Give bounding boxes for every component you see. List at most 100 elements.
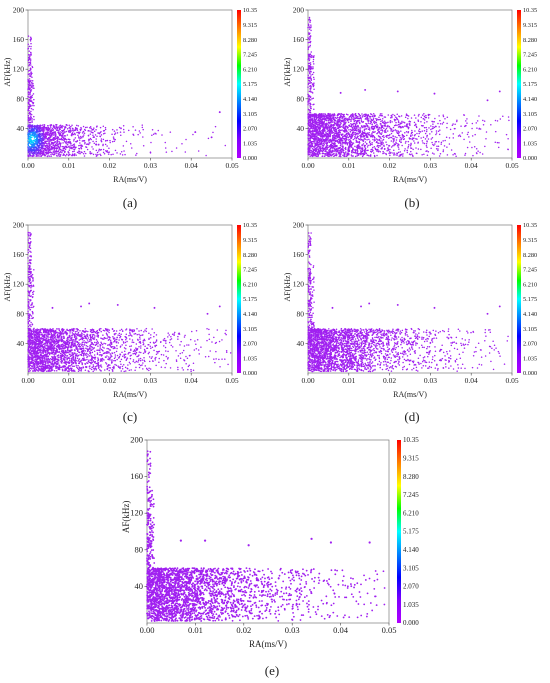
data-point: [326, 147, 328, 149]
data-point: [44, 135, 46, 137]
x-tick-label: 0.03: [144, 161, 157, 170]
colorbar-tick-label: 2.070: [243, 126, 257, 133]
data-point: [73, 154, 76, 157]
data-point: [215, 358, 217, 360]
panel-c: 0.00 0.01 0.02 0.03 0.04 0.054080120160200RA(…: [3, 221, 257, 425]
data-point: [171, 150, 173, 153]
data-point: [413, 140, 415, 142]
data-point: [53, 134, 55, 136]
data-point: [83, 333, 85, 336]
data-point: [322, 117, 324, 120]
data-point: [451, 124, 454, 127]
data-point: [382, 142, 385, 144]
data-point: [347, 118, 349, 120]
data-point: [368, 115, 371, 118]
data-point: [214, 125, 217, 128]
data-point: [46, 144, 48, 147]
data-point: [342, 146, 344, 148]
data-point: [420, 137, 422, 139]
data-point: [69, 141, 71, 143]
data-point: [29, 60, 32, 62]
data-point: [308, 135, 310, 137]
data-point: [71, 144, 73, 147]
data-point: [334, 148, 337, 151]
data-point: [83, 150, 86, 153]
data-point: [227, 363, 229, 366]
data-point: [27, 70, 30, 72]
data-point: [102, 334, 104, 336]
data-point: [310, 103, 312, 106]
data-point: [79, 152, 81, 155]
data-point: [361, 113, 363, 115]
x-tick-label: 0.02: [103, 161, 116, 170]
data-point: [392, 154, 395, 156]
data-point: [436, 145, 438, 147]
data-point: [347, 139, 350, 141]
data-point: [329, 134, 331, 136]
data-point: [139, 338, 141, 340]
data-point: [425, 143, 428, 145]
data-point: [346, 142, 349, 145]
data-point: [315, 149, 317, 152]
data-point: [393, 152, 396, 154]
data-point: [53, 137, 55, 139]
data-point: [67, 151, 70, 154]
data-point: [321, 134, 324, 137]
data-point: [354, 145, 356, 148]
data-point: [382, 152, 384, 155]
data-point: [385, 152, 387, 155]
data-point: [61, 127, 63, 129]
data-point: [387, 147, 389, 149]
data-point: [111, 128, 114, 131]
data-point: [405, 130, 408, 133]
data-point: [175, 147, 178, 149]
data-point: [32, 146, 35, 149]
data-point: [331, 119, 333, 122]
data-point: [79, 142, 81, 144]
data-point: [82, 130, 85, 133]
data-point: [312, 123, 315, 126]
outlier-point: [433, 92, 436, 95]
data-point: [356, 120, 358, 122]
data-point: [311, 118, 314, 120]
data-point: [381, 132, 383, 134]
data-point: [371, 115, 373, 118]
data-point: [335, 135, 338, 137]
data-point: [41, 138, 44, 140]
data-point: [309, 149, 311, 152]
data-point: [396, 113, 398, 116]
data-point: [389, 154, 391, 157]
data-point: [434, 143, 436, 145]
data-point: [121, 154, 124, 156]
data-point: [37, 153, 39, 156]
data-point: [389, 121, 392, 124]
data-point: [309, 44, 311, 47]
data-point: [343, 142, 345, 145]
y-tick-label: 80: [17, 94, 25, 103]
data-point: [83, 128, 86, 131]
data-point: [91, 146, 93, 148]
data-point: [28, 50, 30, 52]
data-point: [29, 142, 32, 145]
data-point: [352, 118, 355, 121]
data-point: [335, 128, 338, 131]
data-point: [78, 343, 81, 346]
data-point: [341, 129, 343, 131]
data-point: [30, 116, 32, 119]
data-point: [316, 130, 318, 132]
data-point: [362, 121, 365, 123]
data-point: [363, 115, 366, 118]
data-point: [310, 51, 312, 53]
data-point: [67, 154, 70, 157]
data-point: [333, 139, 336, 142]
data-point: [49, 129, 52, 131]
data-point: [42, 153, 44, 155]
data-point: [167, 350, 169, 353]
data-point: [454, 123, 456, 125]
data-point: [209, 350, 211, 352]
data-point: [406, 149, 408, 152]
data-point: [363, 128, 366, 131]
data-point: [112, 137, 115, 140]
data-point: [423, 153, 425, 155]
data-point: [403, 150, 406, 152]
